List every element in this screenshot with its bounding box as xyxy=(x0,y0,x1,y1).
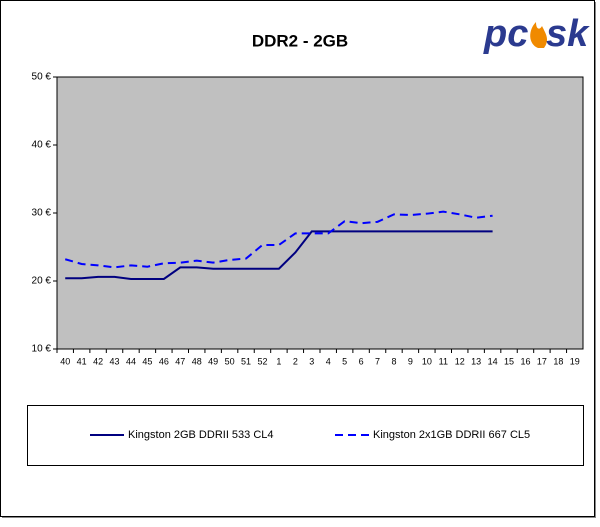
series-line xyxy=(65,230,493,280)
plot-area xyxy=(56,76,584,350)
x-tick-label: 49 xyxy=(208,356,218,366)
x-tick-label: 10 xyxy=(422,356,432,366)
legend-label: Kingston 2x1GB DDRII 667 CL5 xyxy=(373,429,530,441)
x-tick-label: 13 xyxy=(471,356,481,366)
y-tick-label: 10 € xyxy=(32,344,52,355)
x-tick-label: 18 xyxy=(553,356,563,366)
x-tick-label: 15 xyxy=(504,356,514,366)
x-tick-label: 41 xyxy=(77,356,87,366)
y-tick-label: 20 € xyxy=(32,276,52,287)
x-tick-label: 4 xyxy=(326,356,331,366)
x-tick-label: 1 xyxy=(276,356,281,366)
x-tick-label: 2 xyxy=(293,356,298,366)
x-tick-label: 12 xyxy=(455,356,465,366)
x-tick-label: 52 xyxy=(257,356,267,366)
x-tick-label: 9 xyxy=(408,356,413,366)
x-tick-label: 51 xyxy=(241,356,251,366)
x-tick-label: 46 xyxy=(159,356,169,366)
x-tick-label: 5 xyxy=(342,356,347,366)
series-line xyxy=(64,210,493,269)
logo-right: sk xyxy=(546,13,590,55)
logo-flame xyxy=(530,22,548,48)
x-tick-label: 43 xyxy=(110,356,120,366)
x-tick-label: 14 xyxy=(488,356,498,366)
y-tick-label: 40 € xyxy=(32,140,52,151)
x-tick-label: 7 xyxy=(375,356,380,366)
x-tick-label: 45 xyxy=(142,356,152,366)
x-tick-label: 48 xyxy=(192,356,202,366)
x-tick-label: 6 xyxy=(359,356,364,366)
x-tick-label: 19 xyxy=(570,356,580,366)
y-tick-label: 30 € xyxy=(32,208,52,219)
x-tick-label: 8 xyxy=(391,356,396,366)
x-tick-label: 16 xyxy=(520,356,530,366)
x-tick-label: 11 xyxy=(439,356,448,366)
y-tick-label: 50 € xyxy=(32,72,52,83)
x-tick-label: 17 xyxy=(537,356,547,366)
x-tick-label: 3 xyxy=(309,356,314,366)
logo-left: pc xyxy=(483,13,528,55)
legend-label: Kingston 2GB DDRII 533 CL4 xyxy=(128,429,274,441)
logo: pc sk xyxy=(483,13,590,55)
x-tick-label: 47 xyxy=(175,356,185,366)
x-tick-label: 50 xyxy=(225,356,235,366)
x-tick-label: 40 xyxy=(60,356,70,366)
x-tick-label: 44 xyxy=(126,356,136,366)
chart-title: DDR2 - 2GB xyxy=(252,31,348,50)
x-tick-label: 42 xyxy=(93,356,103,366)
